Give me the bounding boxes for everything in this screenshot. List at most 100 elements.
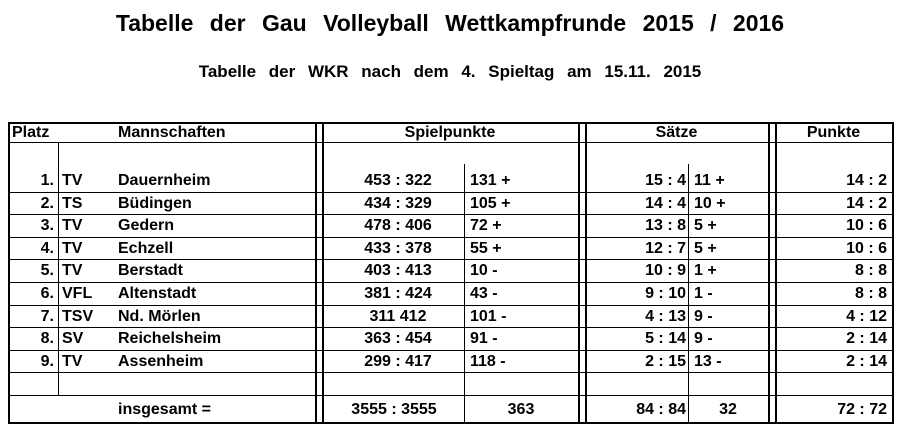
row-separator [8,214,894,215]
saetze-cell: 12 : 7 [645,240,686,257]
punkte-cell: 8 : 8 [854,285,887,302]
club-prefix-cell: TS [62,195,83,212]
rank-cell: 5. [40,262,54,279]
rank-cell: 3. [40,217,54,234]
club-prefix-cell: TV [62,262,83,279]
saetze-cell: 5 : 14 [645,330,686,347]
rank-cell: 6. [40,285,54,302]
spielpunkte-cell: 381 : 424 [364,285,432,302]
punkte-cell: 14 : 2 [846,195,887,212]
saetze-diff-cell: 5 + [694,217,717,234]
club-prefix-cell: TV [62,240,83,257]
punkte-cell: 10 : 6 [846,217,887,234]
column-separator [315,122,317,424]
team-name-cell: Nd. Mörlen [118,308,201,325]
column-separator [322,122,324,424]
row-separator [8,259,894,260]
spielpunkte-diff-cell: 101 - [470,308,507,325]
team-name-cell: Büdingen [118,195,192,212]
column-separator [58,142,59,395]
saetze-diff-cell: 9 - [694,330,713,347]
saetze-diff-cell: 13 - [694,353,722,370]
spielpunkte-cell: 363 : 454 [364,330,432,347]
table-border-right [892,122,894,424]
spielpunkte-diff-cell: 43 - [470,285,498,302]
rank-cell: 4. [40,240,54,257]
saetze-cell: 10 : 9 [645,262,686,279]
team-name-cell: Dauernheim [118,172,211,189]
saetze-cell: 2 : 15 [645,353,686,370]
rank-cell: 8. [40,330,54,347]
column-separator [464,164,465,424]
club-prefix-cell: SV [62,330,84,347]
row-separator [8,282,894,283]
saetze-cell: 13 : 8 [645,217,686,234]
team-name-cell: Berstadt [118,262,183,279]
team-name-cell: Echzell [118,240,174,257]
column-separator [688,164,689,424]
saetze-cell: 4 : 13 [645,308,686,325]
team-name-cell: Assenheim [118,353,204,370]
row-separator [8,305,894,306]
table-border-left [8,122,10,424]
team-name-cell: Altenstadt [118,285,197,302]
club-prefix-cell: TV [62,172,83,189]
club-prefix-cell: VFL [62,285,93,302]
spielpunkte-cell: 433 : 378 [364,240,432,257]
spielpunkte-cell: 434 : 329 [364,195,432,212]
header-mannschaften: Mannschaften [118,124,226,141]
header-separator [8,142,894,143]
saetze-diff-cell: 5 + [694,240,717,257]
spielpunkte-diff-cell: 105 + [470,195,511,212]
header-platz: Platz [12,124,50,141]
rank-cell: 1. [40,172,54,189]
header-spielpunkte: Spielpunkte [404,124,496,141]
total-spielpunkte-diff: 363 [507,401,535,418]
rank-cell: 2. [40,195,54,212]
saetze-diff-cell: 9 - [694,308,713,325]
spielpunkte-diff-cell: 91 - [470,330,498,347]
punkte-cell: 8 : 8 [854,262,887,279]
row-separator [8,395,894,396]
punkte-cell: 14 : 2 [846,172,887,189]
column-separator [775,122,777,424]
total-spielpunkte: 3555 : 3555 [351,401,437,418]
punkte-cell: 2 : 14 [846,353,887,370]
spielpunkte-diff-cell: 131 + [470,172,511,189]
page-title: Tabelle der Gau Volleyball Wettkampfrund… [115,10,785,36]
row-separator [8,350,894,351]
spielpunkte-diff-cell: 72 + [470,217,502,234]
total-label: insgesamt = [118,401,211,418]
standings-table: Platz Mannschaften Spielpunkte Sätze Punkte 1… [8,122,894,424]
total-saetze-diff: 32 [719,401,737,418]
spielpunkte-diff-cell: 10 - [470,262,498,279]
team-name-cell: Gedern [118,217,175,234]
column-separator [768,122,770,424]
saetze-cell: 9 : 10 [645,285,686,302]
row-separator [8,192,894,193]
table-border-top [8,122,894,124]
punkte-cell: 10 : 6 [846,240,887,257]
saetze-diff-cell: 1 - [694,285,713,302]
table-border-bottom [8,422,894,424]
spielpunkte-diff-cell: 55 + [470,240,502,257]
column-separator [578,122,580,424]
total-punkte: 72 : 72 [837,401,887,418]
row-separator [8,237,894,238]
spielpunkte-cell: 453 : 322 [364,172,432,189]
punkte-cell: 2 : 14 [846,330,887,347]
saetze-cell: 15 : 4 [645,172,686,189]
team-name-cell: Reichelsheim [118,330,222,347]
club-prefix-cell: TV [62,217,83,234]
header-saetze: Sätze [655,124,698,141]
spielpunkte-cell: 299 : 417 [364,353,432,370]
total-saetze: 84 : 84 [636,401,686,418]
saetze-diff-cell: 1 + [694,262,717,279]
row-separator [8,372,894,373]
rank-cell: 9. [40,353,54,370]
punkte-cell: 4 : 12 [846,308,887,325]
saetze-cell: 14 : 4 [645,195,686,212]
spielpunkte-cell: 478 : 406 [364,217,432,234]
spielpunkte-cell: 403 : 413 [364,262,432,279]
column-separator [585,122,587,424]
